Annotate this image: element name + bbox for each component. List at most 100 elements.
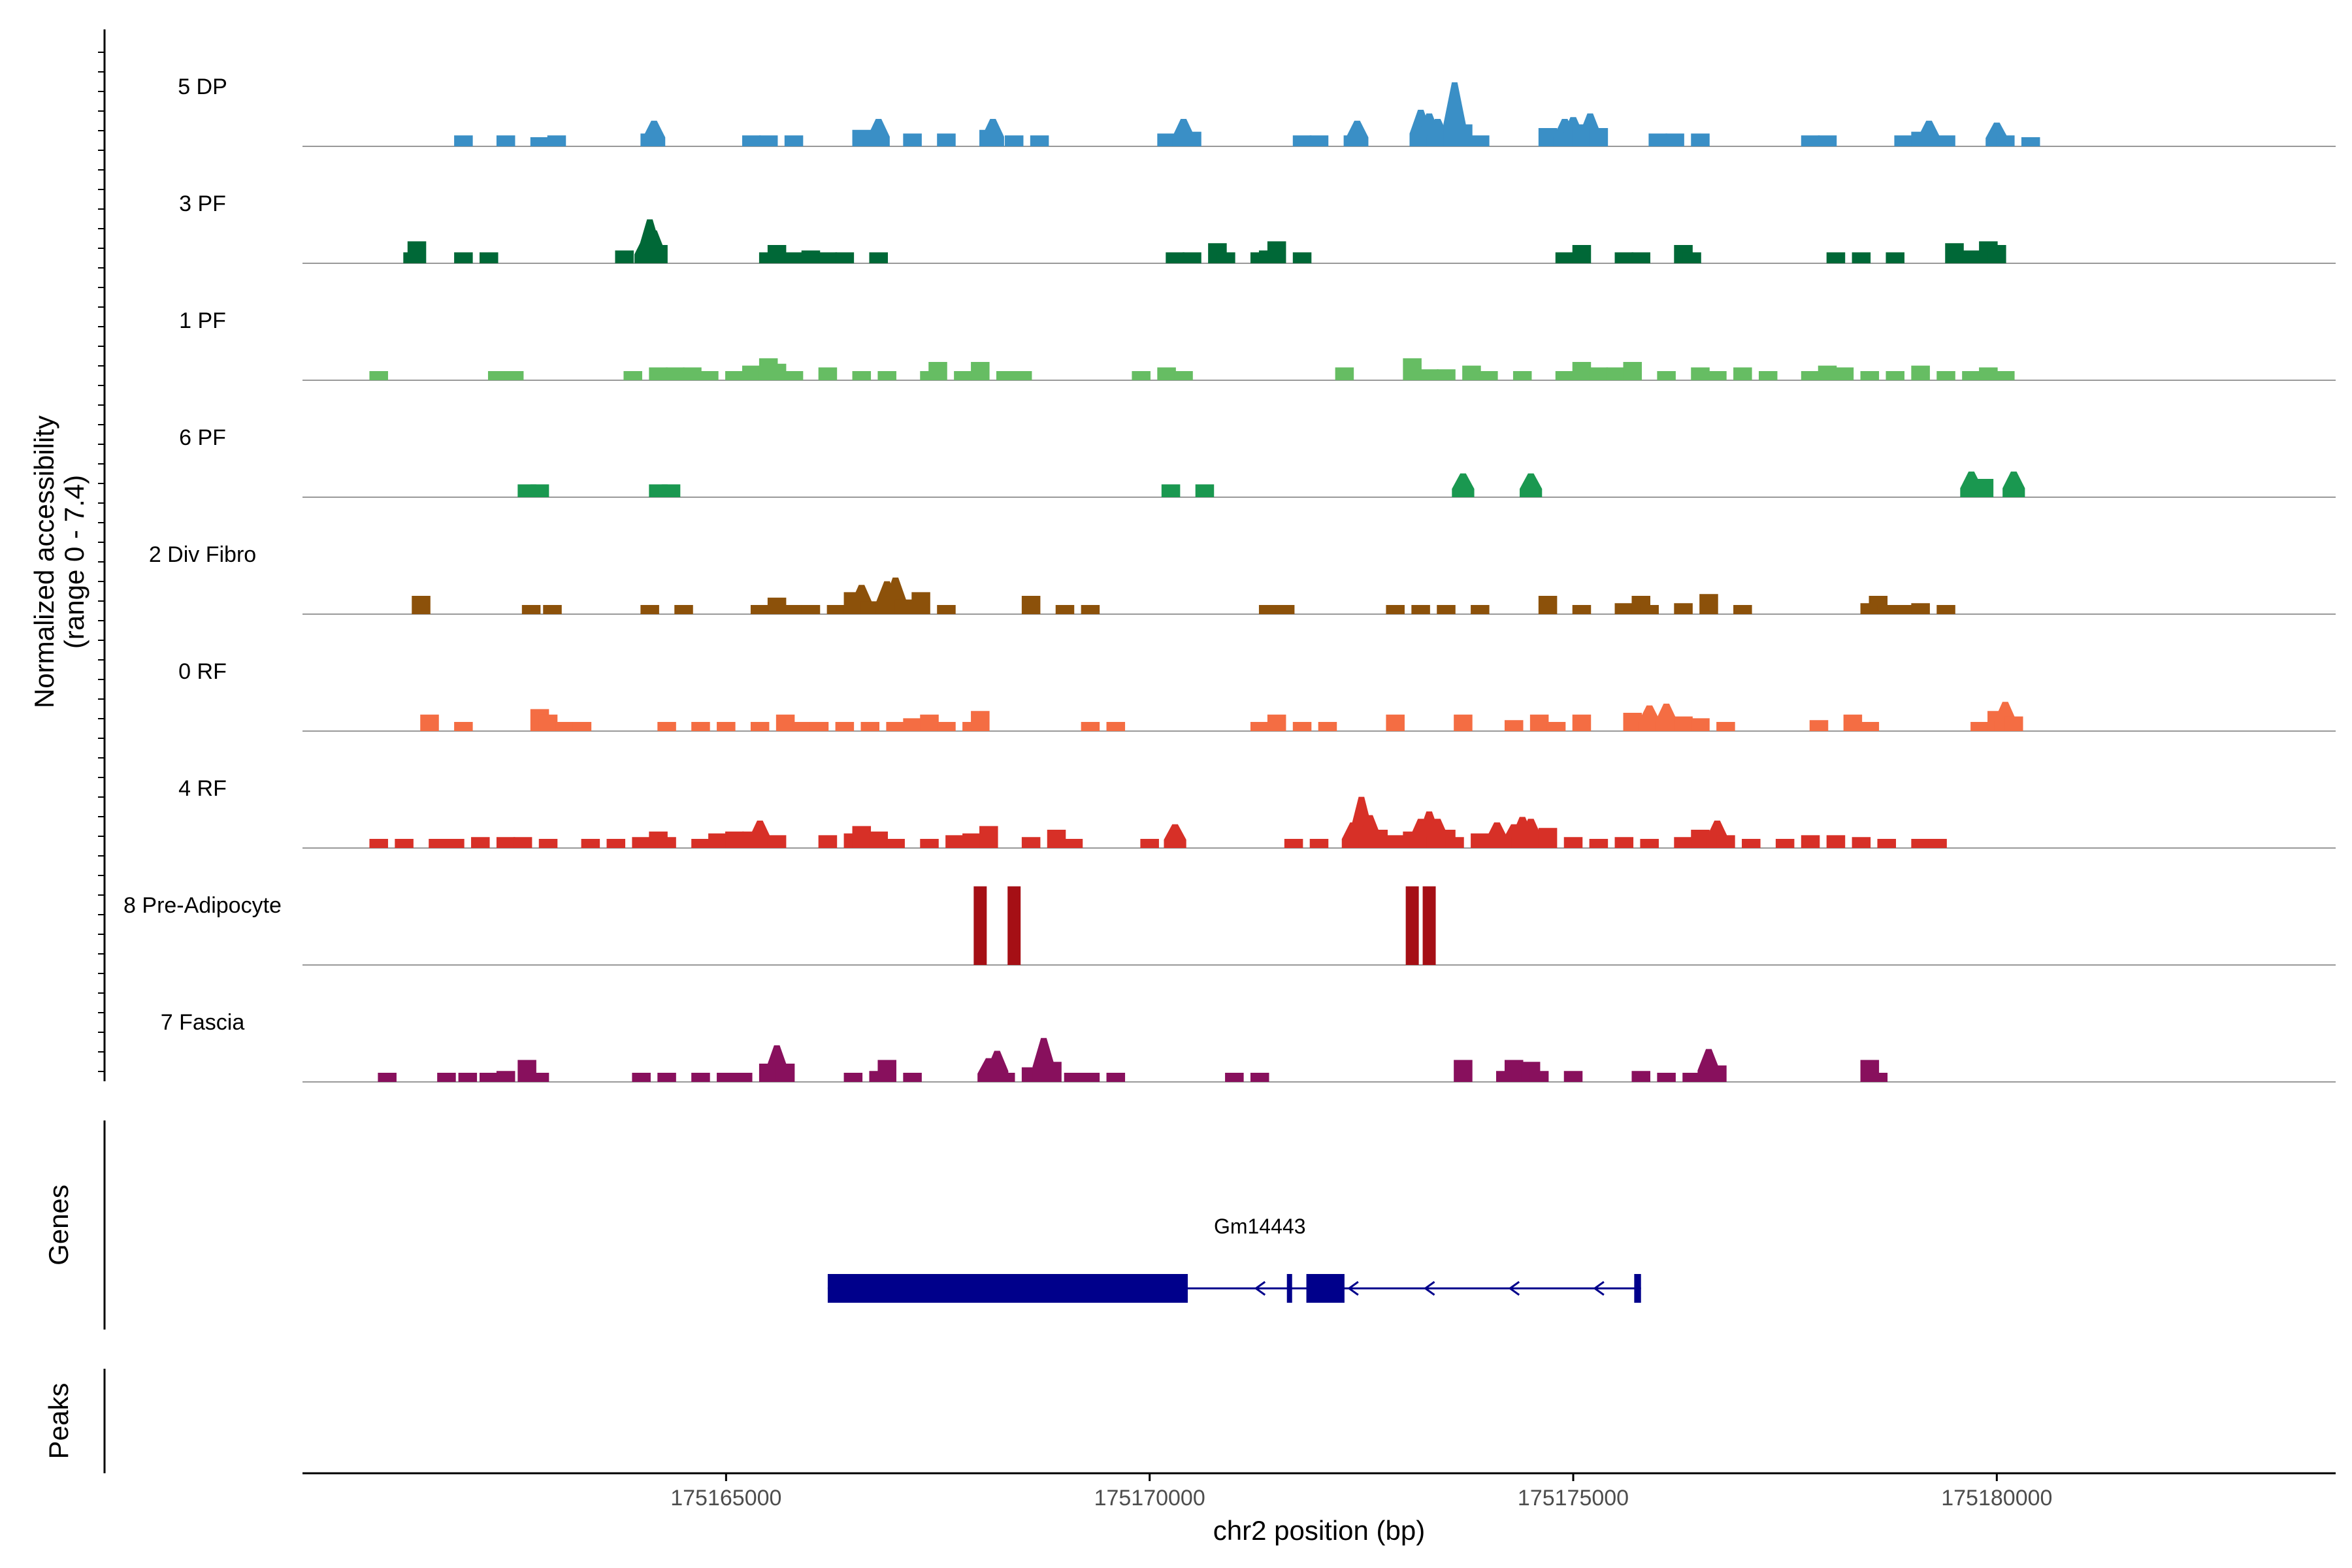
coverage-peak: [674, 605, 693, 614]
coverage-peak: [852, 371, 872, 380]
coverage-peak: [369, 371, 388, 380]
coverage-peak: [1691, 830, 1710, 848]
coverage-peak: [1758, 371, 1778, 380]
coverage-peak: [657, 722, 676, 731]
coverage-peak: [1004, 135, 1024, 146]
coverage-peak: [809, 722, 829, 731]
coverage-peak: [1852, 252, 1871, 263]
gene-exon: [827, 1274, 1188, 1303]
coverage-peak: [1021, 837, 1041, 848]
coverage-peak: [640, 605, 659, 614]
coverage-peak: [776, 714, 795, 731]
coverage-peak: [1716, 722, 1735, 731]
coverage-peak: [1140, 839, 1159, 848]
coverage-peak: [1405, 886, 1419, 965]
coverage-peak: [1614, 252, 1634, 263]
coverage-peak: [1699, 594, 1718, 614]
coverage-peak: [1403, 358, 1422, 380]
coverage-peak: [1877, 839, 1897, 848]
coverage-peak: [632, 837, 651, 848]
coverage-peak: [835, 252, 855, 263]
coverage-peak: [759, 135, 778, 146]
coverage-peak: [691, 722, 710, 731]
coverage-peak: [1013, 371, 1032, 380]
coverage-peak: [1225, 1073, 1244, 1082]
coverage-peak: [649, 367, 668, 380]
coverage-peak: [487, 371, 507, 380]
coverage-peak: [1818, 135, 1837, 146]
coverage-peak: [792, 722, 812, 731]
track-7-fascia: 7 Fascia: [161, 1010, 2336, 1083]
coverage-peak: [1691, 718, 1710, 731]
coverage-peak: [1309, 135, 1329, 146]
coverage-peak: [1962, 371, 1981, 380]
coverage-peak: [480, 252, 498, 263]
strand-arrow: [1254, 1281, 1266, 1296]
coverage-peak: [734, 1073, 753, 1082]
coverage-peak: [1445, 837, 1464, 848]
gene-exon: [1306, 1274, 1345, 1303]
coverage-peak: [572, 722, 592, 731]
coverage-peak: [725, 831, 744, 848]
coverage-peak: [996, 371, 1015, 380]
coverage-peak: [1655, 704, 1678, 731]
coverage-peak: [784, 605, 804, 614]
coverage-peak: [513, 837, 532, 848]
x-axis-ticks: 175165000 175170000 175175000 175180000: [670, 1473, 2052, 1511]
coverage-peak: [1318, 722, 1337, 731]
coverage-peak: [981, 119, 1004, 146]
coverage-peak: [1520, 819, 1543, 848]
coverage-peak: [1284, 839, 1303, 848]
coverage-peak: [454, 135, 473, 146]
track-2-div-fibro: 2 Div Fibro: [149, 542, 2336, 615]
coverage-peak: [1555, 371, 1575, 380]
coverage-peak: [1164, 824, 1186, 848]
coverage-peak: [1030, 135, 1049, 146]
coverage-peak: [903, 1073, 922, 1082]
coverage-peak: [973, 886, 987, 965]
coverage-peak: [1894, 605, 1913, 614]
coverage-peak: [615, 250, 634, 263]
coverage-peak: [496, 135, 515, 146]
coverage-peak: [1733, 605, 1752, 614]
track-1-pf: 1 PF: [179, 308, 2336, 381]
coverage-peak: [1936, 135, 1955, 146]
coverage-peak: [937, 722, 956, 731]
coverage-peak: [843, 1073, 863, 1082]
coverage-peak: [867, 119, 890, 146]
coverage-peak: [767, 835, 787, 848]
coverage-peak: [1529, 714, 1549, 731]
coverage-peak: [547, 135, 566, 146]
coverage-peak: [1572, 605, 1592, 614]
coverage-peak: [1640, 839, 1659, 848]
coverage-peak: [1166, 252, 1184, 263]
coverage-peak: [937, 133, 956, 146]
coverage-peak: [1386, 605, 1405, 614]
coverage-peak: [894, 599, 913, 614]
coverage-peak: [1132, 371, 1151, 380]
coverage-peak: [1454, 124, 1473, 146]
coverage-peak: [1454, 714, 1473, 731]
coverage-peak: [1708, 1065, 1727, 1082]
coverage-peak: [725, 371, 744, 380]
coverage-peak: [1877, 605, 1897, 614]
coverage-peak: [1589, 128, 1609, 146]
coverage-peak: [606, 839, 626, 848]
coverage-peak: [1081, 1073, 1100, 1082]
coverage-peak: [1801, 371, 1820, 380]
coverage-peak: [2002, 471, 2025, 497]
coverage-peak: [1538, 828, 1558, 848]
coverage-peak: [2021, 137, 2040, 146]
coverage-peak: [1708, 371, 1727, 380]
coverage-peak: [784, 135, 804, 146]
gene-label: Gm14443: [1214, 1215, 1306, 1238]
coverage-peak: [1826, 835, 1846, 848]
coverage-peak: [1974, 479, 1994, 497]
coverage-peak: [454, 722, 473, 731]
genes-title: Genes: [43, 1184, 74, 1266]
coverage-peak: [1911, 365, 1930, 380]
coverage-peak: [852, 826, 872, 848]
coverage-peak: [1623, 362, 1642, 380]
coverage-peak: [1918, 120, 1940, 146]
coverage-peak: [1631, 1071, 1650, 1082]
